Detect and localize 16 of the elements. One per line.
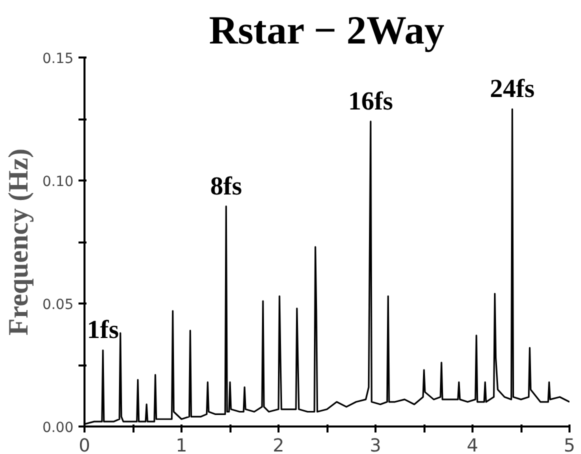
annotation: 24fs	[490, 74, 535, 104]
y-axis-title: Frequency (Hz)	[3, 148, 34, 336]
x-tick-label: 3	[370, 436, 382, 454]
y-tick-label: 0.15	[42, 51, 74, 67]
x-tick-label: 4	[466, 436, 478, 454]
y-tick-label: 0.00	[42, 420, 74, 436]
x-tick-label: 1	[176, 436, 188, 454]
x-tick-label: 2	[272, 436, 284, 454]
annotation: 8fs	[210, 171, 242, 200]
y-tick-label: 0.05	[42, 297, 74, 313]
annotation: 1fs	[87, 315, 119, 344]
x-tick-label: 5	[564, 436, 576, 454]
x-tick-label: 0	[78, 436, 90, 454]
chart-title: Rstar − 2Way	[208, 8, 444, 52]
annotation: 16fs	[348, 86, 394, 116]
y-tick-label: 0.10	[42, 174, 74, 190]
